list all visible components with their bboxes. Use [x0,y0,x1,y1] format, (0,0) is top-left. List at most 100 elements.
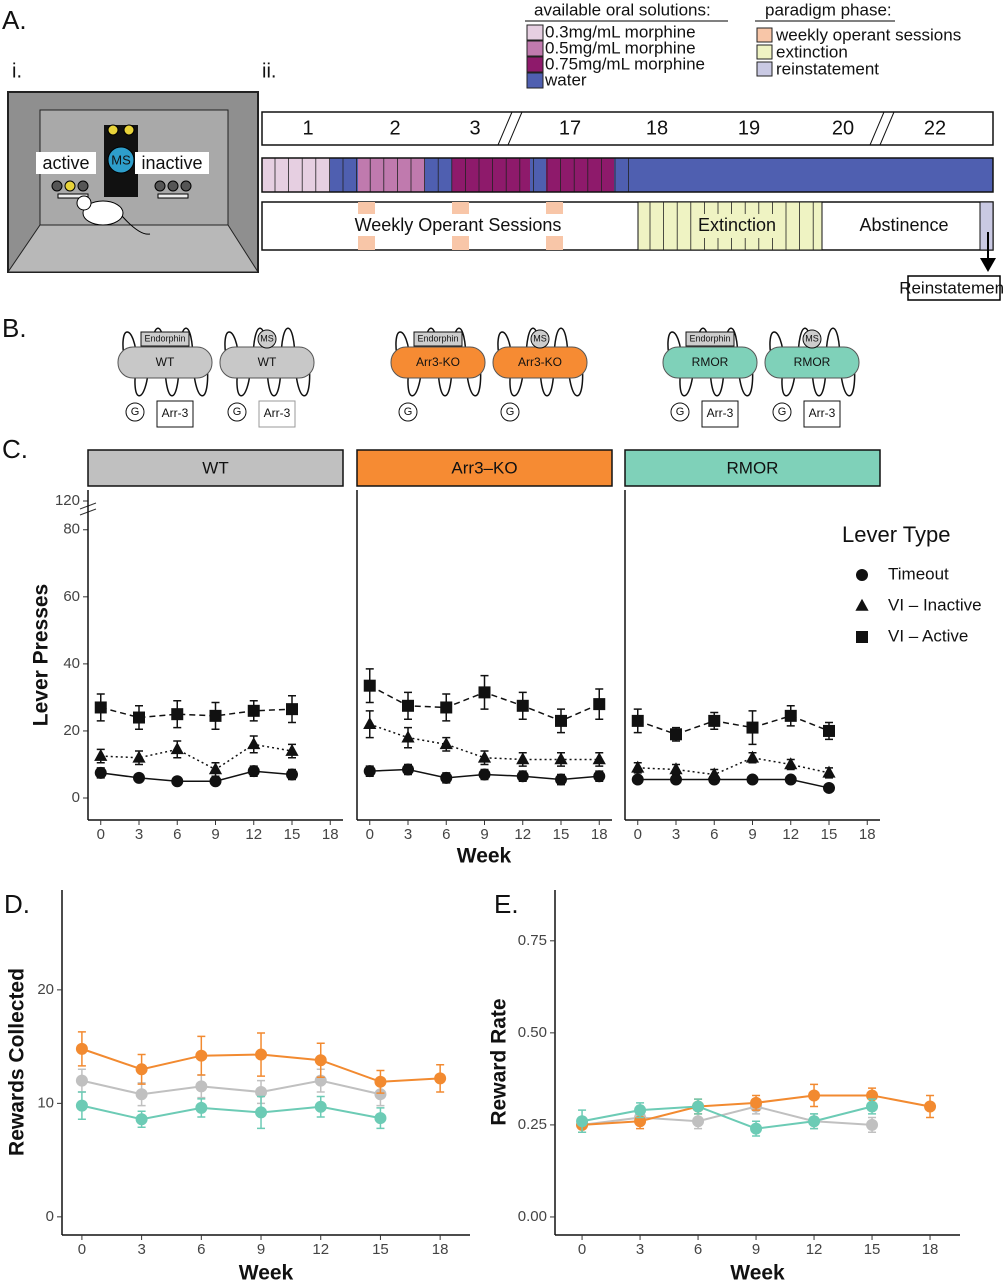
label: G [676,406,685,418]
week-label: 3 [469,117,480,139]
marker [195,1101,208,1114]
g-protein [398,402,418,422]
series-line [637,756,830,776]
marker [247,737,261,750]
ms-label: MS [111,152,131,167]
legend-entry: VI – Active [888,626,968,645]
marker [374,1112,387,1125]
lever [57,193,89,199]
marker [135,1113,148,1126]
y-tick-label: 20 [63,722,80,739]
solution-bar [261,157,994,193]
marker [440,771,453,784]
marker [75,1042,88,1055]
marker [195,1049,208,1062]
marker [208,762,223,775]
marker [255,1048,268,1061]
swatch [756,61,773,77]
solution-segment [262,158,330,192]
x-tick-label: 18 [922,1241,939,1258]
phase-bar [261,201,994,251]
cue-light [51,180,63,192]
arrow-head [980,258,996,272]
label: Endorphin [144,333,185,343]
facet-label: RMOR [727,458,779,477]
y-tick-label: 0 [72,789,80,806]
label-bg [36,152,96,174]
marker [363,717,377,730]
label: Arr-3 [707,406,734,420]
marker [808,1115,821,1128]
label: G [404,406,413,418]
legend-entry: Timeout [888,564,949,583]
swatch [526,24,544,41]
marker [477,750,492,763]
marker [669,762,683,775]
receptor-label: RMOR [692,355,729,369]
solution-segment [614,158,993,192]
series-line [81,1104,381,1121]
label: Endorphin [417,333,458,343]
x-tick-label: 3 [404,826,412,843]
marker [631,773,644,786]
marker [402,699,414,712]
ligand [530,329,550,349]
marker [439,737,453,750]
marker [286,768,298,781]
arrestin [803,400,841,428]
marker [402,763,414,776]
arrestin [156,400,194,428]
break [507,111,523,146]
receptor [390,346,486,379]
marker [209,775,222,788]
break [497,111,513,146]
facet-strip [87,449,344,487]
panel-label: E. [494,889,519,919]
y-tick-label: 60 [63,588,80,605]
x-tick-label: 0 [78,1241,86,1258]
swatch [526,40,544,57]
mouse-tail [121,215,151,235]
g-protein [772,402,792,422]
swatch [756,27,773,43]
cue-light [154,180,166,192]
marker [314,1054,327,1067]
x-tick-label: 6 [442,826,450,843]
y-axis-title: Rewards Collected [6,968,29,1156]
legend-entry: 0.75mg/mL morphine [545,54,705,73]
mouse [82,200,124,226]
marker [516,752,530,765]
ms-light [107,146,135,174]
arrestin [258,400,296,428]
marker [171,775,184,788]
label: Arr-3 [162,406,189,420]
marker [195,1080,208,1093]
facet-strip [356,449,613,487]
label: Reinstatement [899,278,1003,297]
label: G [131,406,140,418]
receptor-label: WT [156,355,175,369]
facet-label: WT [202,458,228,477]
solution-segment [546,158,614,192]
label: ii. [262,60,276,82]
timeline [261,111,994,146]
marker [593,698,606,711]
cue-light [107,124,119,136]
marker [554,752,568,765]
marker [670,773,682,786]
marker [75,1099,88,1112]
receptor [662,346,758,379]
x-tick-label: 0 [97,826,105,843]
series-line [581,1105,873,1126]
x-tick-label: 12 [312,1241,329,1258]
legend-entry: extinction [776,42,848,61]
marker [363,765,376,778]
x-tick-label: 12 [806,1241,823,1258]
y-tick-label: 0.25 [518,1116,547,1133]
series-line [637,715,830,736]
x-tick-label: 18 [859,826,876,843]
receptor-loops [769,327,856,397]
g-protein [670,402,690,422]
marker [209,709,222,722]
